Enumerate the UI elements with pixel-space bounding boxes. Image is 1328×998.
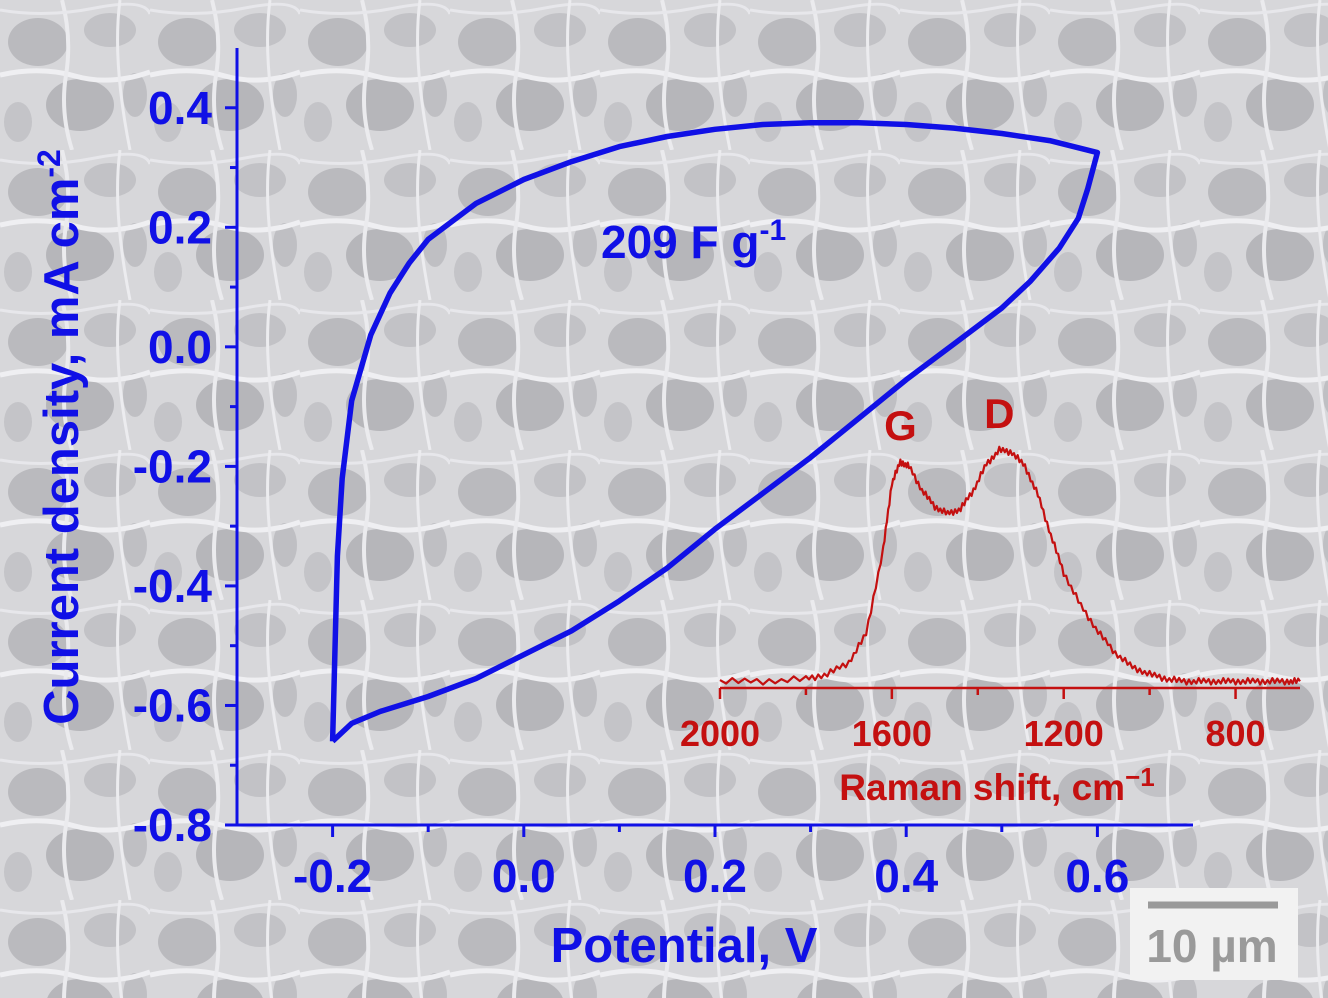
cv-y-tick-label: -0.4 <box>133 560 213 612</box>
raman-x-axis-label-sup: −1 <box>1125 762 1155 792</box>
cv-y-axis-label-sup: -2 <box>31 149 67 177</box>
raman-x-tick-label: 1200 <box>1024 713 1104 754</box>
cv-x-tick-label: 0.0 <box>492 850 556 902</box>
cv-curve <box>329 119 1101 744</box>
cv-y-tick-label: -0.8 <box>133 799 212 851</box>
cv-y-tick-label: 0.2 <box>148 201 212 253</box>
cv-y-tick-label: 0.0 <box>148 321 212 373</box>
scale-bar-label: 10 µm <box>1146 920 1277 972</box>
cv-y-axis-label-text: Current density, mA cm <box>35 178 89 725</box>
capacitance-annotation: 209 F g-1 <box>601 214 786 268</box>
raman-curve <box>719 445 1301 686</box>
cv-y-tick-label: -0.6 <box>133 679 212 731</box>
raman-peak-label: G <box>884 402 917 449</box>
cv-x-tick-label: 0.2 <box>683 850 747 902</box>
raman-x-tick-label: 1600 <box>852 713 932 754</box>
cv-x-tick-label: 0.6 <box>1065 850 1129 902</box>
cv-x-tick-label: -0.2 <box>293 850 372 902</box>
scale-bar: 10 µm <box>1130 888 1298 980</box>
cv-y-axis-label: Current density, mA cm-2 <box>31 149 89 725</box>
capacitance-annotation-text: 209 F g <box>601 216 760 268</box>
raman-x-tick-label: 800 <box>1206 713 1266 754</box>
cv-y-tick-label: -0.2 <box>133 440 212 492</box>
raman-x-axis-label: Raman shift, cm−1 <box>839 762 1154 808</box>
raman-x-tick-label: 2000 <box>680 713 760 754</box>
raman-peak-label: D <box>984 390 1014 437</box>
cv-x-tick-label: 0.4 <box>874 850 938 902</box>
cv-x-axis-label: Potential, V <box>551 919 818 973</box>
cv-y-tick-label: 0.4 <box>148 82 212 134</box>
raman-x-axis-label-text: Raman shift, cm <box>839 767 1125 808</box>
capacitance-annotation-sup: -1 <box>760 214 787 247</box>
